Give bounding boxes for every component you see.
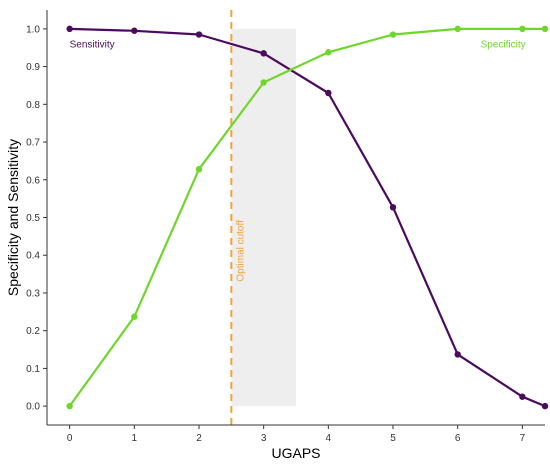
y-tick-label: 0.5 (26, 213, 40, 224)
specificity-label: Specificity (481, 40, 526, 51)
sensitivity-point (195, 31, 203, 38)
x-tick-label: 2 (196, 433, 202, 444)
sensitivity-line (69, 27, 546, 408)
y-tick-label: 0.1 (26, 364, 40, 375)
y-tick-label: 0.6 (26, 175, 40, 186)
axes-group: 0 1 2 3 4 5 6 7 0.0 0.1 0.2 0.3 0.4 0.5 0.6 0.7 0.8 0.9 1.… (5, 10, 545, 461)
specificity-point (131, 313, 138, 320)
specificity-point (454, 25, 461, 33)
y-tick-label: 0.2 (26, 326, 40, 337)
sensitivity-point (325, 89, 332, 97)
x-tick-label: 3 (261, 433, 267, 444)
y-tick-label: 0.3 (26, 288, 40, 299)
y-tick-label: 0.7 (26, 138, 40, 149)
x-tick-label: 0 (67, 433, 73, 444)
x-tick-label: 6 (455, 433, 461, 444)
y-tick-label: 1.0 (26, 24, 40, 35)
sensitivity-point (389, 204, 397, 211)
specificity-line (68, 27, 545, 407)
sensitivity-point (260, 50, 267, 57)
sensitivity-point (454, 351, 461, 358)
y-tick-label: 0.0 (26, 402, 40, 413)
specificity-point (541, 25, 549, 33)
y-tick-label: 0.4 (26, 251, 40, 262)
cutoff-group: Optimal cutoff (230, 10, 246, 425)
cutoff-band (231, 28, 296, 407)
labels-group: Sensitivity Specificity (70, 40, 526, 51)
sensitivity-point (131, 27, 138, 34)
specificity-point (66, 402, 73, 410)
x-tick-label: 7 (520, 433, 526, 444)
x-tick-label: 4 (326, 433, 332, 444)
series-group (66, 25, 549, 410)
x-tick-label: 1 (132, 433, 138, 444)
y-tick-label: 0.9 (26, 62, 40, 73)
specificity-point (325, 49, 332, 56)
specificity-point (389, 31, 397, 38)
x-tick-label: 5 (390, 433, 396, 444)
y-axis-title: Specificity and Sensitivity (5, 139, 21, 296)
sensitivity-label: Sensitivity (70, 40, 115, 51)
sensitivity-point (541, 402, 549, 410)
x-axis-title: UGAPS (271, 445, 320, 461)
specificity-point (260, 79, 267, 86)
specificity-point (195, 166, 203, 173)
cutoff-band-group (231, 28, 296, 407)
sensitivity-point (66, 25, 73, 33)
specificity-point (519, 25, 526, 33)
sensitivity-point (519, 393, 526, 400)
y-tick-label: 0.8 (26, 100, 40, 111)
cutoff-label: Optimal cutoff (235, 220, 246, 282)
